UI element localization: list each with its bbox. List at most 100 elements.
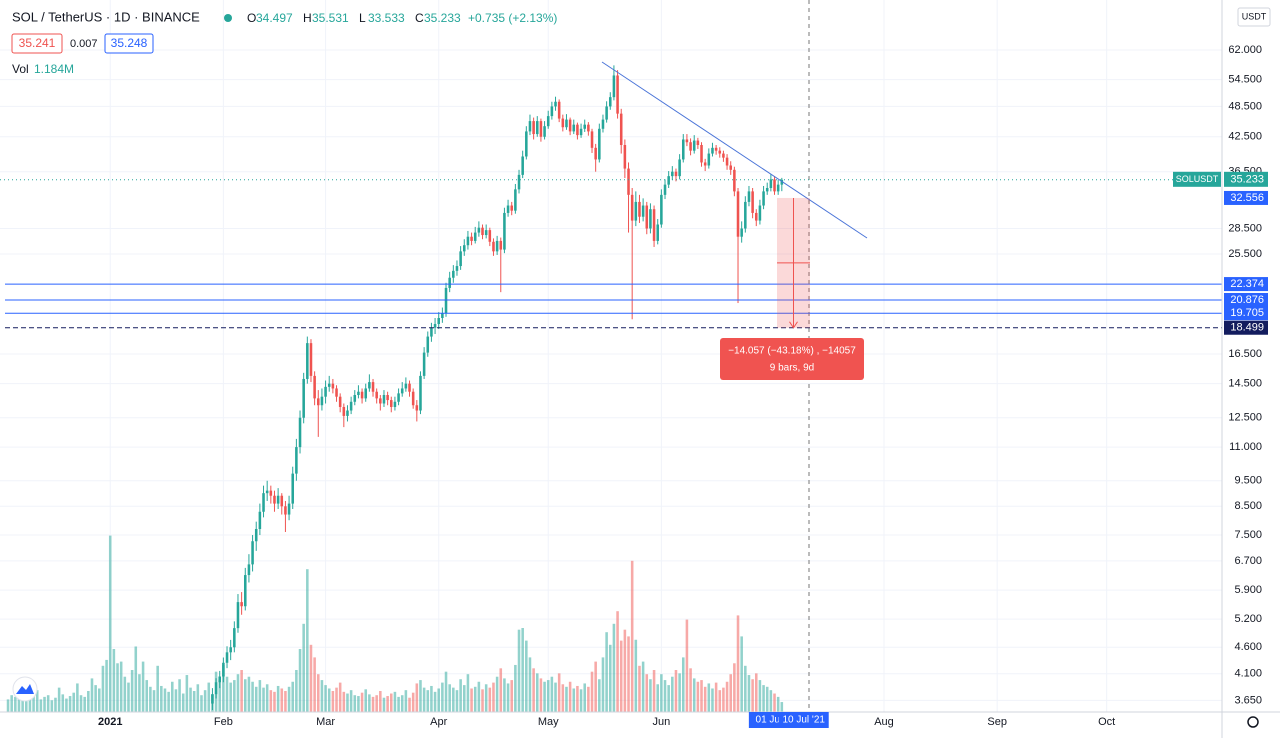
y-tick-label: 14.500	[1228, 378, 1262, 390]
volume-bar	[652, 670, 656, 712]
candle-body	[557, 101, 561, 119]
candle-body	[273, 495, 276, 504]
ask-box[interactable]	[104, 33, 154, 54]
candle-body	[349, 401, 353, 411]
volume-bar	[532, 668, 535, 712]
volume-bar	[79, 695, 83, 712]
volume-bar	[98, 688, 101, 712]
volume-bar	[243, 679, 247, 712]
volume-bar	[39, 699, 43, 712]
candle-body	[692, 140, 696, 151]
candle-body	[437, 318, 441, 325]
volume-bar	[499, 668, 503, 712]
volume-bar	[200, 695, 203, 712]
volume-bar	[43, 696, 46, 712]
volume-bar	[72, 692, 76, 712]
volume-bar	[225, 676, 229, 712]
candle-body	[495, 240, 499, 252]
currency: USDT	[1242, 11, 1267, 21]
level-tag	[1224, 277, 1268, 292]
candle-body	[568, 119, 572, 132]
volume-bar	[375, 695, 378, 712]
currency-button[interactable]	[1237, 7, 1271, 27]
volume-bar	[572, 688, 576, 712]
volume-bar	[557, 673, 561, 712]
candle-body	[459, 251, 462, 267]
settings-icon[interactable]	[1247, 716, 1259, 728]
y-tick-label: 16.500	[1228, 348, 1262, 360]
candle-body	[514, 189, 517, 211]
volume-bar	[579, 689, 583, 712]
volume-bar	[400, 695, 404, 712]
candle-body	[517, 174, 521, 190]
ohlc-label: L	[359, 11, 366, 25]
volume-bar	[349, 690, 353, 712]
volume-bar	[565, 686, 568, 712]
volume-bar	[671, 676, 674, 712]
x-highlight-label: 01 Jul	[756, 715, 783, 726]
volume-bar	[681, 657, 685, 712]
volume-bar	[28, 693, 32, 712]
volume-bar	[65, 698, 68, 712]
volume-bar	[554, 682, 557, 712]
volume-bar	[419, 680, 422, 712]
candle-body	[302, 378, 305, 418]
candle-body	[251, 541, 254, 565]
logo-icon	[16, 684, 34, 694]
volume-bar	[623, 629, 627, 712]
candle-body	[462, 245, 466, 252]
volume-bar	[163, 688, 167, 712]
volume-bar	[138, 674, 141, 712]
candle-body	[587, 124, 590, 132]
volume-bar	[481, 689, 484, 712]
candle-body	[546, 116, 550, 127]
candle-body	[729, 165, 732, 170]
candle-body	[466, 236, 470, 246]
candle-body	[703, 162, 707, 166]
bid-box[interactable]	[11, 33, 63, 54]
candle-body	[276, 495, 280, 504]
candle-body	[338, 396, 342, 407]
candle-body	[535, 121, 539, 135]
measure-tag	[1224, 190, 1268, 205]
candle-body	[627, 168, 630, 195]
volume-bar	[386, 696, 389, 712]
y-tick-label: 8.500	[1234, 500, 1262, 512]
volume-bar	[437, 688, 441, 712]
volume-bar	[590, 671, 594, 712]
x-tick-label: 2021	[98, 716, 122, 728]
volume-bar	[514, 664, 517, 712]
candle-body	[368, 382, 371, 389]
candle-body	[353, 395, 357, 402]
candle-body	[583, 124, 586, 129]
candle-body	[404, 383, 408, 389]
candle-body	[327, 383, 331, 387]
volume-bar	[134, 646, 138, 712]
level-tag-label: 22.374	[1230, 278, 1264, 290]
candle-body	[309, 343, 313, 376]
symbol-tag	[1173, 171, 1221, 187]
candle-body	[754, 212, 758, 221]
volume-bar	[258, 680, 262, 712]
volume-bar	[539, 678, 543, 712]
volume-bar	[605, 632, 608, 712]
candle-body	[572, 124, 576, 132]
volume-bar	[287, 686, 291, 712]
volume-bar	[703, 686, 707, 712]
volume-bar	[320, 680, 324, 712]
volume-bar	[674, 670, 678, 712]
candle-body	[342, 406, 346, 416]
volume-bar	[758, 680, 762, 712]
candle-body	[765, 187, 769, 192]
volume-bar	[127, 682, 130, 712]
candle-body	[214, 682, 218, 695]
candle-body	[630, 194, 634, 221]
candle-body	[335, 388, 338, 397]
volume-bar	[189, 687, 192, 712]
candle-body	[714, 147, 718, 151]
volume-bar	[233, 680, 236, 712]
volume-bar	[222, 664, 225, 712]
level-tag-label: 18.499	[1230, 322, 1264, 334]
candle-body	[565, 119, 568, 128]
volume-bar	[718, 690, 722, 712]
